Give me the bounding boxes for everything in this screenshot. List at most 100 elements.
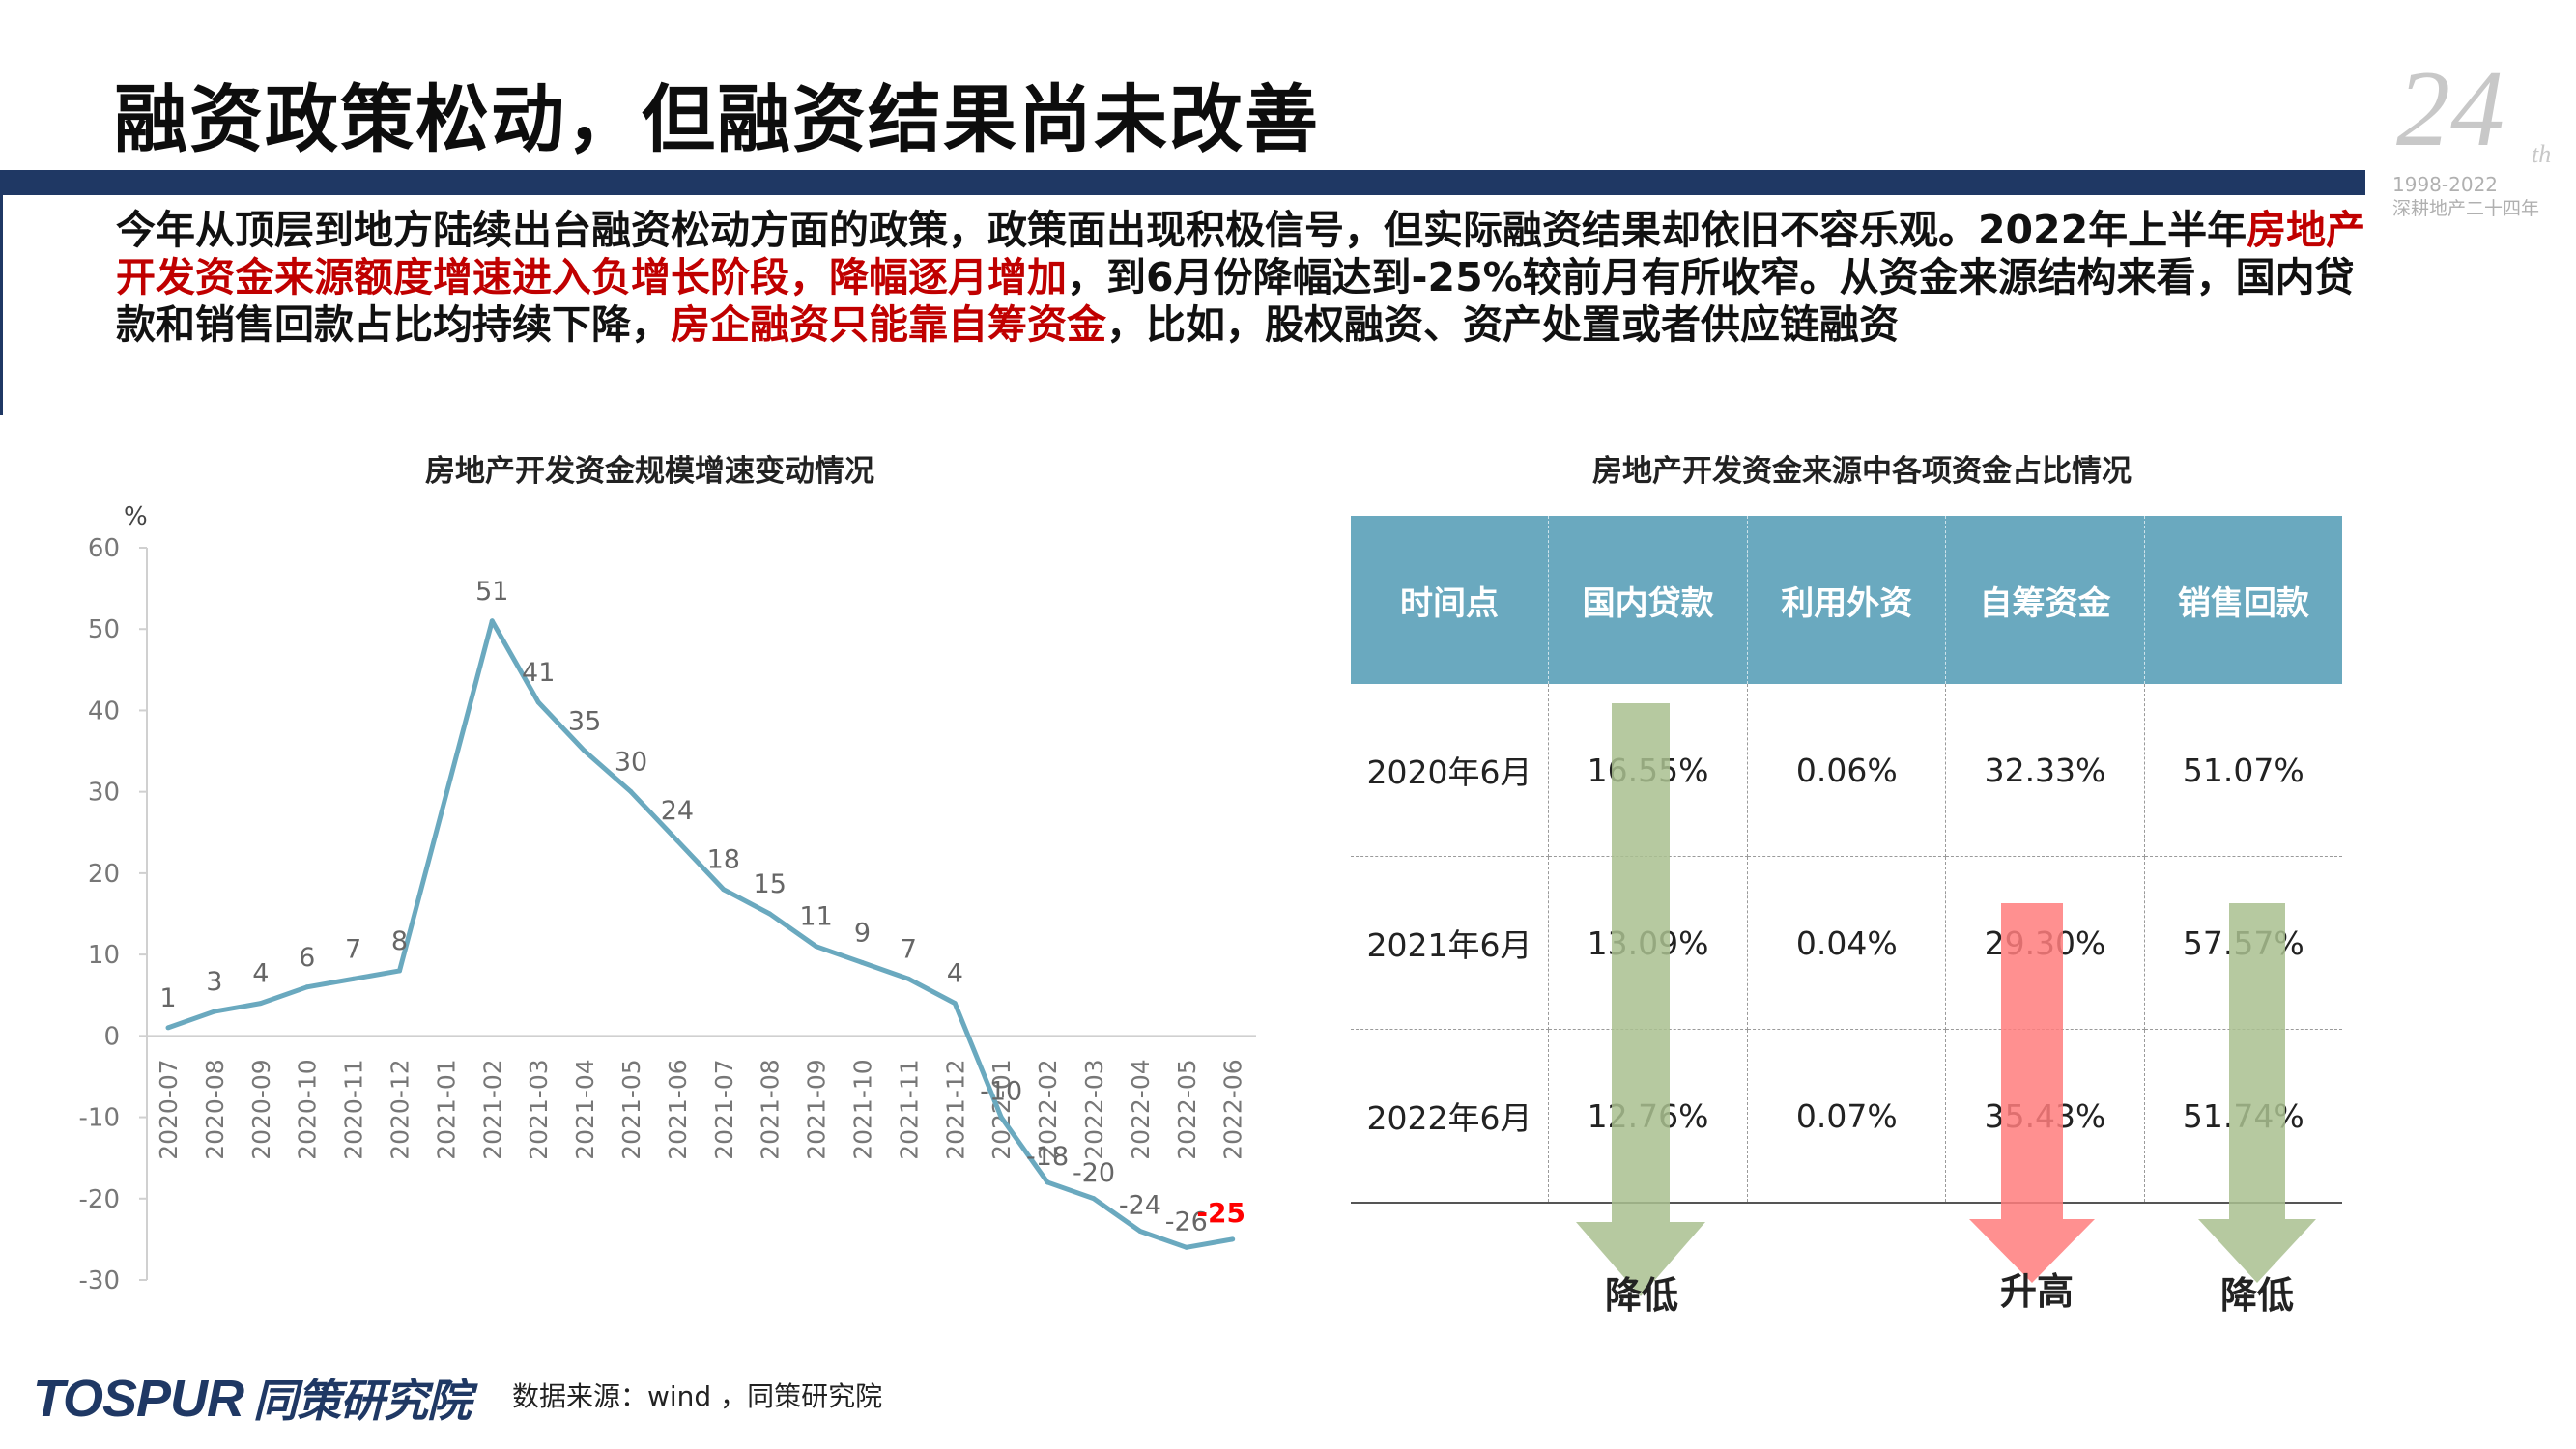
data-point bbox=[489, 618, 495, 624]
data-label: 9 bbox=[854, 919, 871, 949]
intro-paragraph: 今年从顶层到地方陆续出台融资松动方面的政策，政策面出现积极信号，但实际融资结果却… bbox=[116, 207, 2367, 349]
x-tick-label: 2020-10 bbox=[294, 1059, 322, 1159]
data-point bbox=[582, 749, 587, 754]
x-tick-label: 2021-06 bbox=[664, 1059, 692, 1159]
y-tick-label: -30 bbox=[79, 1266, 120, 1295]
data-label: 35 bbox=[568, 707, 601, 737]
page-title: 融资政策松动，但融资结果尚未改善 bbox=[114, 76, 1320, 162]
anniversary-suffix: th bbox=[2532, 140, 2551, 168]
data-label: -26 bbox=[1165, 1207, 1208, 1236]
y-tick-label: -20 bbox=[79, 1185, 120, 1214]
table-cell: 2022年6月 bbox=[1351, 1029, 1549, 1204]
left-chart-title: 房地产开发资金规模增速变动情况 bbox=[425, 454, 874, 489]
data-point bbox=[304, 984, 310, 990]
anniversary-logo: 24 th 1998-2022 深耕地产二十四年 bbox=[2392, 49, 2551, 219]
table-cell: 2021年6月 bbox=[1351, 856, 1549, 1030]
domestic-loan-trend-label: 降低 bbox=[1605, 1274, 1679, 1317]
right-chart-title: 房地产开发资金来源中各项资金占比情况 bbox=[1592, 454, 2132, 489]
data-label: 18 bbox=[707, 845, 740, 875]
data-label: 8 bbox=[391, 926, 408, 956]
self-raised-trend-label: 升高 bbox=[2000, 1270, 2075, 1313]
data-point bbox=[721, 887, 727, 893]
logo-cn-text: 同策研究院 bbox=[253, 1376, 472, 1426]
table-cell: 32.33% bbox=[1945, 684, 2145, 857]
data-label: -10 bbox=[980, 1077, 1022, 1107]
x-tick-label: 2021-11 bbox=[895, 1059, 923, 1159]
data-label: -20 bbox=[1073, 1158, 1115, 1188]
data-source-note: 数据来源：wind ，同策研究院 bbox=[512, 1380, 883, 1412]
data-point bbox=[674, 838, 680, 843]
x-tick-label: 2022-04 bbox=[1127, 1059, 1155, 1159]
sales-trend-label: 降低 bbox=[2220, 1274, 2295, 1317]
anniversary-number: 24 bbox=[2396, 49, 2504, 169]
data-point bbox=[952, 1001, 958, 1007]
data-label: -18 bbox=[1026, 1142, 1069, 1172]
x-tick-label: 2022-02 bbox=[1034, 1059, 1062, 1159]
data-point bbox=[860, 960, 865, 966]
x-tick-label: 2021-08 bbox=[757, 1059, 785, 1159]
table-row: 2022年6月 12.76% 0.07% 35.43% 51.74% bbox=[1351, 1029, 2342, 1204]
table-header-cell: 利用外资 bbox=[1747, 516, 1947, 684]
data-label: -24 bbox=[1119, 1190, 1161, 1220]
intro-text-1: 今年从顶层到地方陆续出台融资松动方面的政策，政策面出现积极信号，但实际融资结果却… bbox=[116, 207, 2247, 253]
anniversary-years: 1998-2022 bbox=[2392, 173, 2498, 196]
y-tick-label: 60 bbox=[88, 534, 120, 563]
data-point bbox=[628, 789, 634, 795]
data-label: 7 bbox=[901, 934, 917, 964]
table-header-cell: 销售回款 bbox=[2144, 516, 2342, 684]
data-label: 1 bbox=[159, 983, 176, 1013]
x-tick-label: 2021-01 bbox=[432, 1059, 460, 1159]
y-tick-label: 50 bbox=[88, 615, 120, 644]
data-point bbox=[1091, 1196, 1097, 1202]
growth-line-chart: %60 50 40 30 20 10 0 -10 -20 -30 2020-07 2020-08 202… bbox=[79, 502, 1256, 1295]
series-line bbox=[167, 618, 1234, 1250]
data-point bbox=[397, 968, 402, 974]
x-tick-label: 2022-01 bbox=[987, 1059, 1016, 1159]
data-label: 30 bbox=[615, 748, 647, 778]
x-tick-label: 2021-02 bbox=[478, 1059, 506, 1159]
table-cell: 16.55% bbox=[1548, 684, 1749, 857]
data-point bbox=[767, 911, 773, 917]
title-divider-bar bbox=[0, 170, 2365, 195]
x-tick-label: 2020-12 bbox=[386, 1059, 415, 1159]
tospur-logo: TOSPUR 同策研究院 bbox=[33, 1366, 472, 1430]
table-cell: 0.04% bbox=[1747, 856, 1947, 1030]
data-point bbox=[1230, 1236, 1236, 1242]
y-tick-label: 20 bbox=[88, 860, 120, 889]
data-point bbox=[258, 1001, 264, 1007]
data-point bbox=[351, 976, 357, 981]
table-row: 2020年6月 16.55% 0.06% 32.33% 51.07% bbox=[1351, 684, 2342, 857]
x-tick-label: 2021-10 bbox=[849, 1059, 877, 1159]
intro-text-3: ，比如，股权融资、资产处置或者供应链融资 bbox=[1106, 301, 1899, 348]
data-label: 7 bbox=[345, 934, 361, 964]
table-header-cell: 国内贷款 bbox=[1548, 516, 1749, 684]
x-tick-label: 2022-05 bbox=[1173, 1059, 1201, 1159]
y-axis-unit-label: % bbox=[124, 502, 148, 531]
table-header-cell: 时间点 bbox=[1351, 516, 1549, 684]
table-row: 2021年6月 13.09% 0.04% 29.30% 57.57% bbox=[1351, 856, 2342, 1030]
data-label: 51 bbox=[475, 577, 508, 607]
table-cell: 13.09% bbox=[1548, 856, 1749, 1030]
data-label: 6 bbox=[299, 943, 315, 973]
x-tick-label: 2021-09 bbox=[803, 1059, 831, 1159]
x-tick-label: 2020-11 bbox=[340, 1059, 368, 1159]
intro-text-2: ，到6月份降幅达到-25%较前月有所收窄。从资金来源结构来看，国内贷款和销售回款… bbox=[116, 254, 2355, 348]
table-cell: 2020年6月 bbox=[1351, 684, 1549, 857]
x-tick-label: 2021-03 bbox=[525, 1059, 553, 1159]
table-header-row: 时间点 国内贷款 利用外资 自筹资金 销售回款 bbox=[1351, 516, 2342, 684]
data-label: 3 bbox=[206, 967, 222, 997]
data-label: 11 bbox=[799, 902, 832, 932]
y-tick-label: 30 bbox=[88, 779, 120, 808]
data-point bbox=[905, 976, 911, 981]
table-cell: 51.74% bbox=[2144, 1029, 2342, 1204]
x-tick-label: 2021-12 bbox=[941, 1059, 969, 1159]
anniversary-tagline: 深耕地产二十四年 bbox=[2392, 198, 2539, 219]
table-header-cell: 自筹资金 bbox=[1945, 516, 2145, 684]
data-point bbox=[814, 944, 819, 950]
data-point bbox=[535, 699, 541, 705]
data-point bbox=[1184, 1244, 1189, 1250]
data-point bbox=[998, 1115, 1004, 1121]
data-point bbox=[165, 1025, 171, 1031]
y-tick-label: 40 bbox=[88, 696, 120, 725]
y-tick-label: 0 bbox=[103, 1022, 120, 1051]
